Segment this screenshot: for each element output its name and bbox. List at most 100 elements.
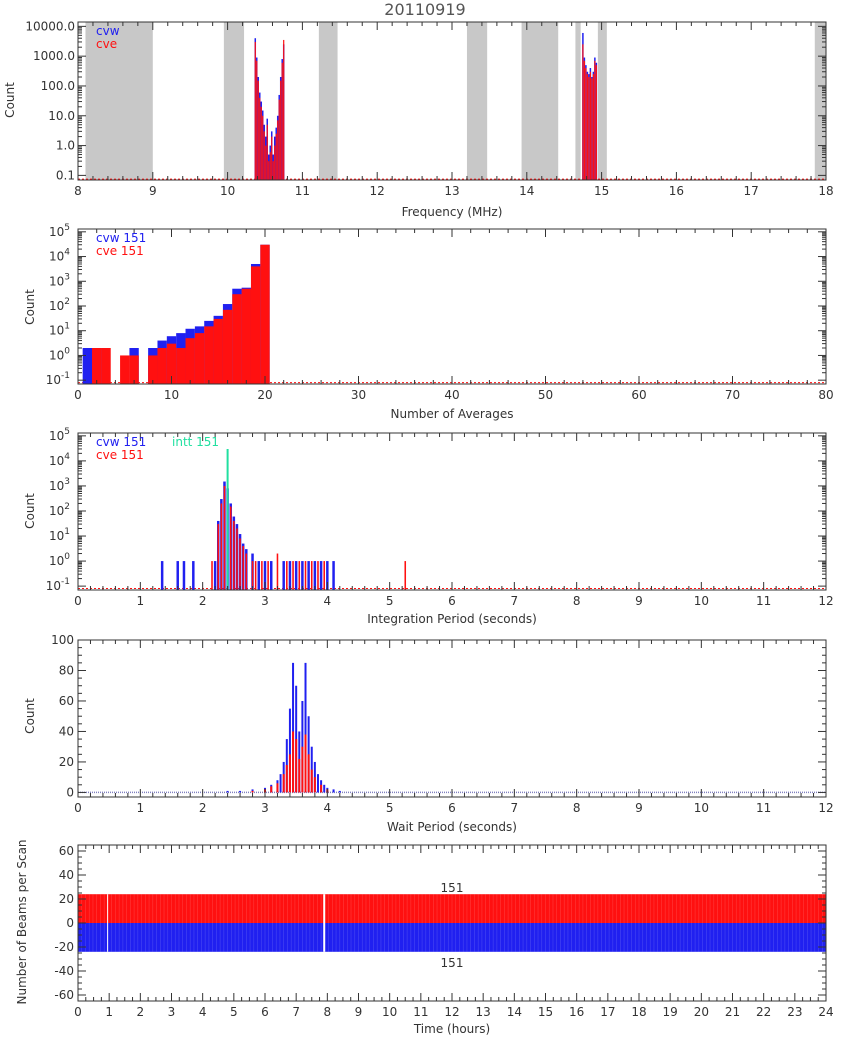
integration-cve-bar	[220, 503, 223, 590]
averages-panel: 0 10 20 30 40 50 60 70 8010-1100101102103104105 …	[23, 223, 834, 421]
wait-xtick-label: 11	[756, 801, 771, 815]
beams-ytick-label: 40	[59, 868, 74, 882]
frequency-xlabel: Frequency (MHz)	[402, 205, 503, 219]
integration-ytick-label: 104	[49, 452, 70, 468]
frequency-cve-bar	[588, 76, 590, 180]
beams-annotation-bottom: 151	[441, 956, 464, 970]
frequency-cve-bar	[595, 65, 597, 180]
frequency-cve-bar	[260, 106, 262, 180]
frequency-gap-band	[223, 22, 245, 180]
integration-legend-cvw: cvw 151	[96, 435, 146, 449]
integration-ytick-label: 101	[49, 527, 70, 543]
frequency-xtick-label: 13	[444, 184, 459, 198]
frequency-xtick-label: 11	[295, 184, 310, 198]
frequency-cve-bar	[278, 99, 280, 180]
averages-cve-bar	[260, 244, 270, 384]
beams-ytick-label: -60	[54, 988, 74, 1002]
wait-xtick-label: 8	[573, 801, 581, 815]
frequency-gap-band	[814, 22, 826, 180]
averages-ytick-label: 105	[49, 223, 70, 239]
integration-xtick-label: 2	[199, 594, 207, 608]
wait-xtick-label: 3	[261, 801, 269, 815]
integration-legend-cve: cve 151	[96, 448, 144, 462]
beams-xtick-label: 21	[725, 1005, 740, 1019]
integration-cve-bar	[267, 561, 269, 590]
averages-ylabel: Count	[23, 289, 37, 325]
integration-cve-bar	[304, 561, 307, 590]
frequency-xtick-label: 15	[594, 184, 609, 198]
wait-xtick-label: 10	[694, 801, 709, 815]
integration-xlabel: Integration Period (seconds)	[367, 612, 537, 626]
integration-ylabel: Count	[23, 493, 37, 529]
frequency-cve-bar	[269, 152, 271, 180]
beams-cve-band	[78, 894, 826, 923]
averages-ytick-exponent: -1	[61, 371, 70, 381]
wait-ytick-label: 100	[51, 633, 74, 647]
integration-legend-intt: intt 151	[172, 435, 219, 449]
integration-ytick-label: 10-1	[46, 577, 70, 593]
averages-xtick-label: 30	[351, 388, 366, 402]
frequency-cve-bar	[281, 62, 283, 180]
frequency-frame	[77, 21, 827, 181]
beams-xtick-label: 0	[74, 1005, 82, 1019]
averages-cve-bar	[148, 355, 158, 384]
frequency-cve-bar	[262, 115, 264, 180]
integration-cvw-bar	[160, 561, 164, 590]
frequency-cve-bar	[275, 133, 277, 180]
wait-xlabel: Wait Period (seconds)	[387, 820, 517, 834]
frequency-panel: 8 9 10 11 12 13 14 15 16 17 18 0.1 1.0 10.0 100.0 1000.…	[3, 19, 834, 219]
wait-xtick-label: 0	[74, 801, 82, 815]
frequency-cve-bar	[271, 136, 273, 180]
beams-xtick-label: 4	[199, 1005, 207, 1019]
frequency-cve-bar	[592, 74, 594, 180]
frequency-cve-bar	[257, 80, 259, 180]
beams-xtick-label: 18	[631, 1005, 646, 1019]
wait-ylabel: Count	[23, 698, 37, 734]
integration-cve-bar	[261, 561, 263, 590]
beams-ylabel-text: Number of Beams per Scan	[15, 839, 29, 1004]
averages-cve-bar	[157, 348, 167, 384]
frequency-xtick-label: 16	[669, 184, 684, 198]
integration-cve-bar	[286, 561, 288, 590]
frequency-cve-bar	[594, 60, 596, 180]
frequency-xtick-label: 9	[149, 184, 157, 198]
beams-xtick-label: 22	[756, 1005, 771, 1019]
wait-ytick-label: 60	[59, 694, 74, 708]
frequency-cve-bar	[589, 71, 591, 180]
integration-cve-bar	[217, 524, 220, 590]
averages-xlabel: Number of Averages	[391, 407, 514, 421]
wait-ytick-label: 40	[59, 724, 74, 738]
beams-xtick-label: 8	[324, 1005, 332, 1019]
frequency-cve-bar	[582, 44, 584, 180]
integration-cve-bar	[251, 561, 254, 590]
integration-ytick-exponent: 0	[64, 552, 70, 562]
integration-cvw-bar	[263, 561, 267, 590]
integration-xtick-label: 10	[694, 594, 709, 608]
beams-cvw-band	[78, 923, 826, 952]
averages-cve-bar	[185, 338, 195, 384]
averages-ytick-label: 100	[49, 346, 70, 362]
integration-xtick-label: 12	[818, 594, 833, 608]
beams-plot-area: 0 1 2 3 4 5 6 7 8 9 10 11 12 13 14 15 16 17 18 19 20 21 22 23 24…	[54, 844, 833, 1019]
beams-xtick-label: 23	[787, 1005, 802, 1019]
integration-ytick-label: 103	[49, 477, 70, 493]
frequency-cve-bar	[266, 124, 268, 180]
frequency-cve-bar	[583, 60, 585, 180]
integration-cve-bar	[211, 561, 213, 590]
integration-cve-bar	[242, 545, 244, 590]
integration-xtick-label: 3	[261, 594, 269, 608]
averages-legend-cvw: cvw 151	[96, 231, 146, 245]
integration-cve-bar	[276, 553, 279, 590]
wait-xtick-label: 9	[635, 801, 643, 815]
integration-cve-bar	[245, 553, 248, 590]
integration-xtick-label: 1	[137, 594, 145, 608]
beams-annotation-top: 151	[441, 881, 464, 895]
integration-cvw-bar	[307, 561, 310, 590]
beams-xlabel: Time (hours)	[413, 1022, 490, 1036]
integration-cvw-bar	[288, 561, 292, 590]
averages-cve-bar	[232, 294, 242, 384]
